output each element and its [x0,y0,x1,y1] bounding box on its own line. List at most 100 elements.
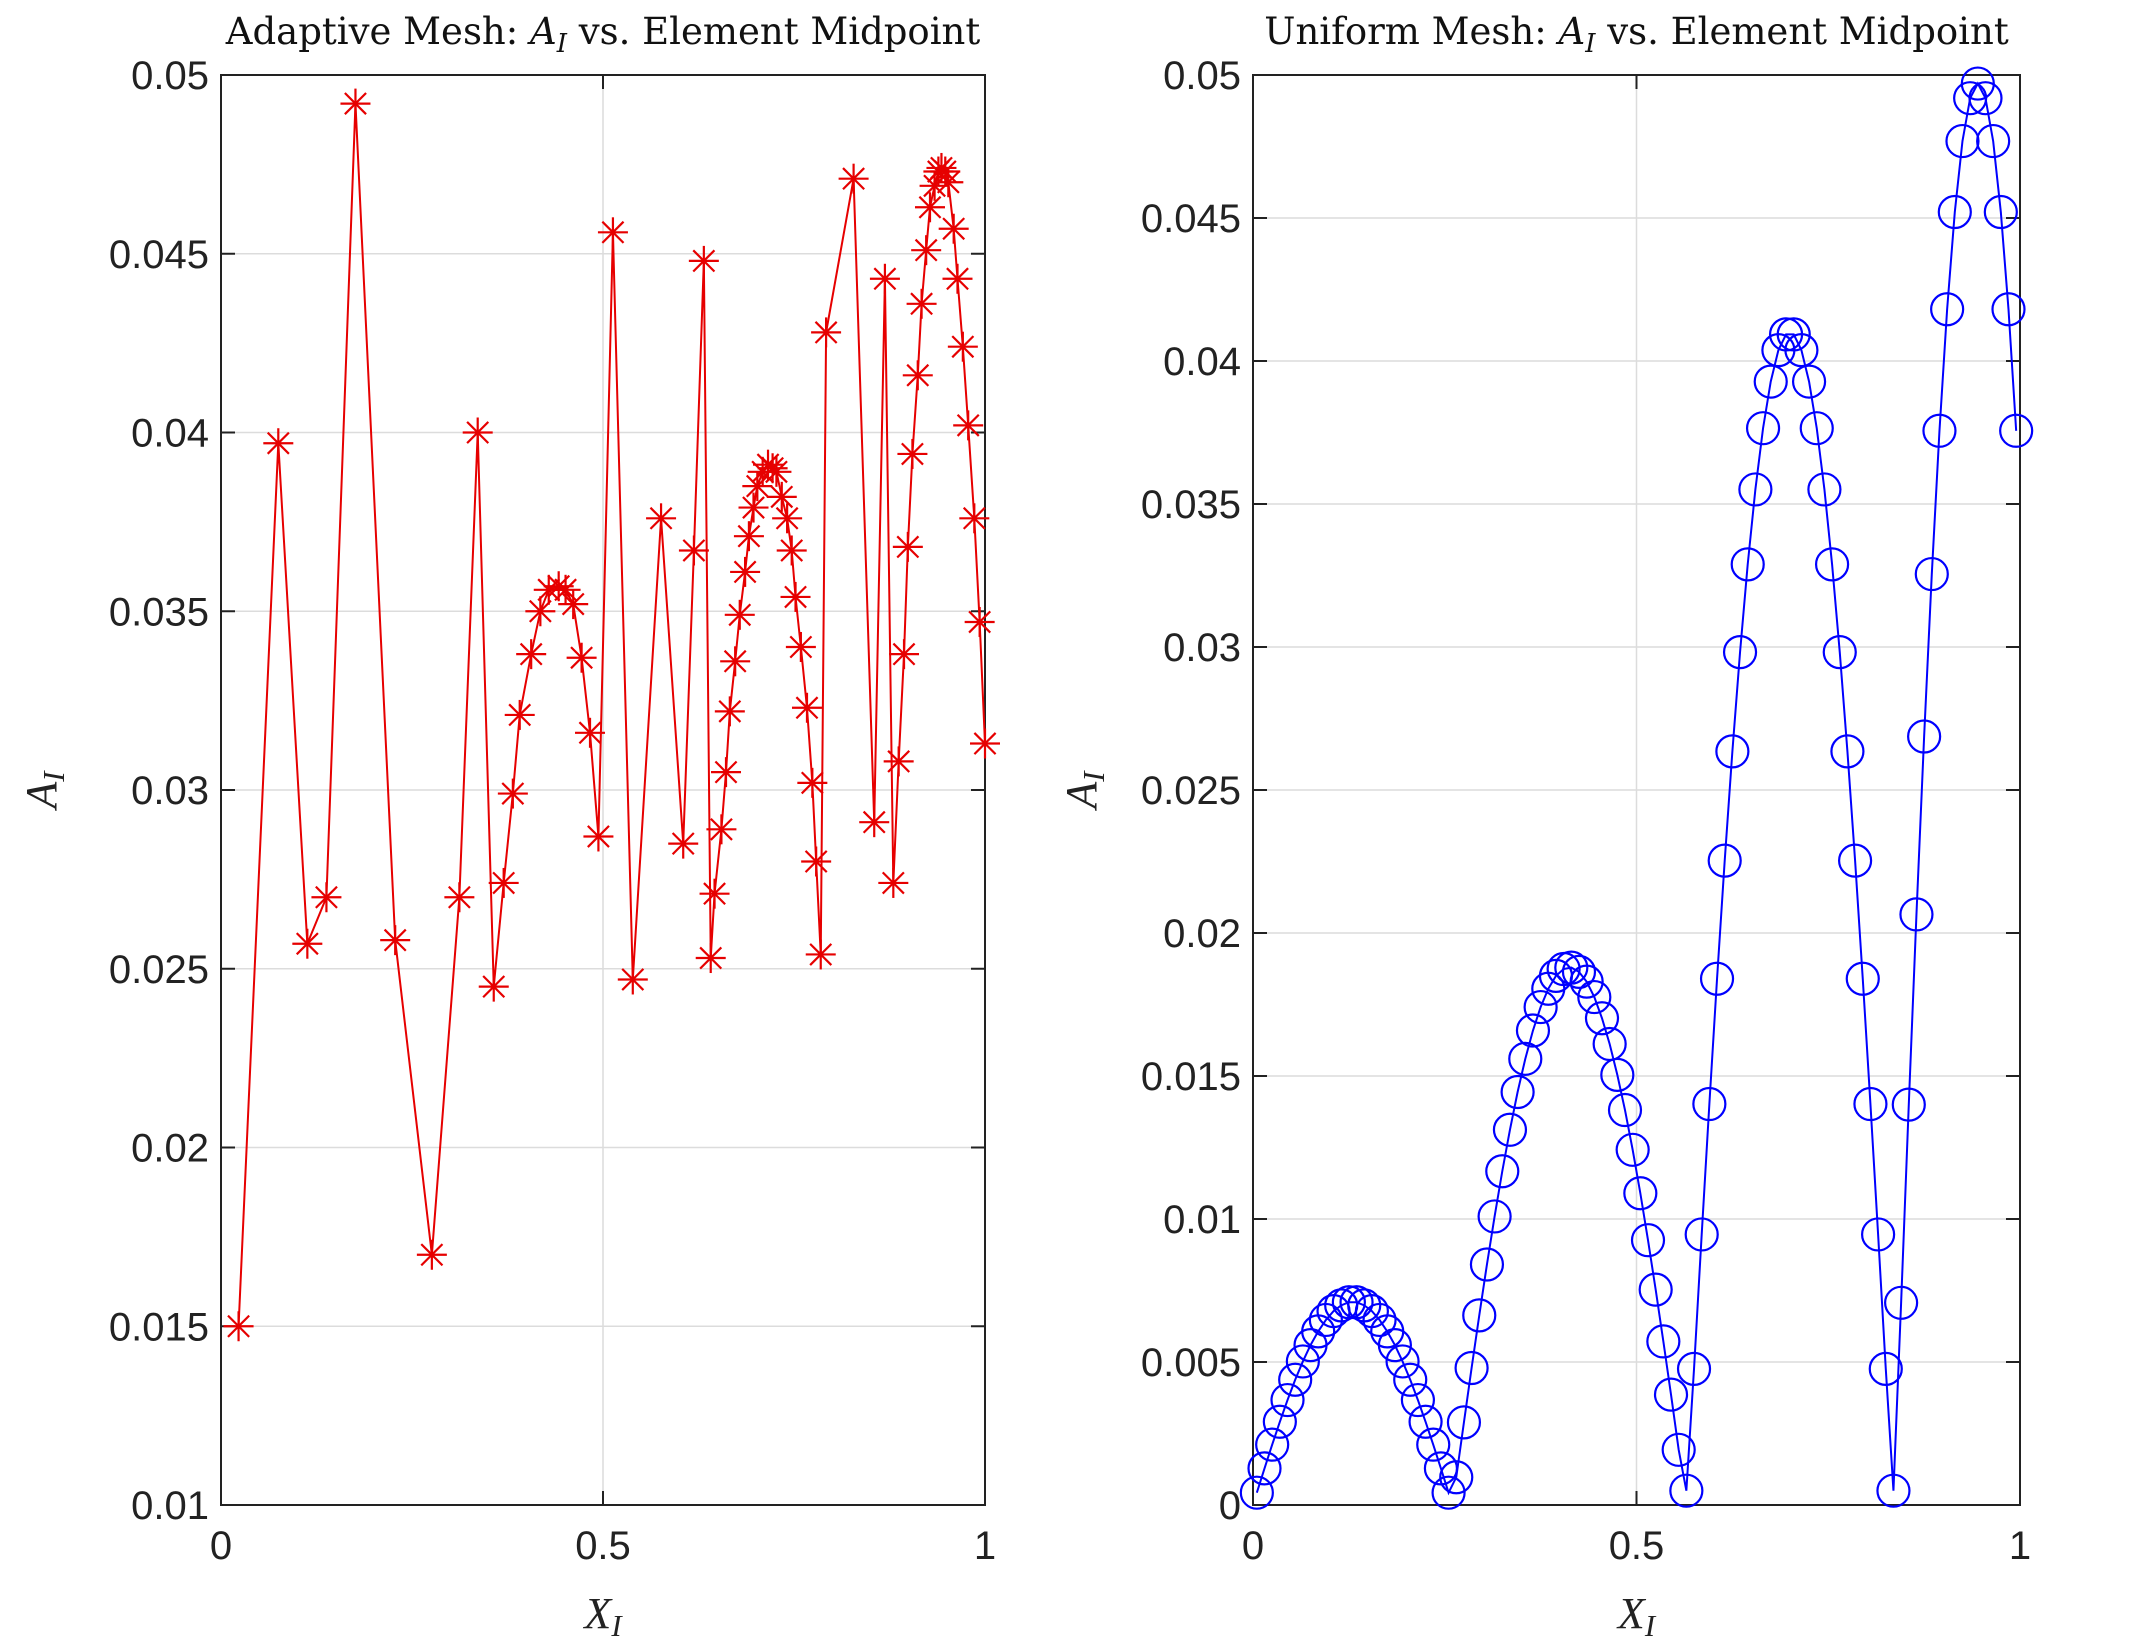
data-point-circle [1999,413,2034,448]
data-point-circle [1446,1405,1482,1440]
data-point-asterisk [780,581,811,612]
asterisk-stroke [737,524,761,548]
data-point-circle [1569,964,1604,999]
y-tick-label: 0.045 [109,233,209,277]
data-point-circle [1262,1404,1297,1439]
asterisk-stroke [814,321,838,344]
data-point-asterisk [902,360,933,391]
x-axis-label-subscript: I [1644,1609,1657,1641]
series-line [237,103,986,1327]
data-point-circle [1876,1473,1911,1508]
y-tick-label: 0.025 [1141,769,1241,813]
data-point-asterisk [695,943,726,974]
y-tick-label: 0.05 [131,54,209,98]
asterisk-stroke [914,238,938,262]
x-axis-label-symbol: X [582,1589,613,1638]
y-axis-label-subscript: I [1077,770,1111,783]
data-point-circle [1930,292,1965,327]
data-point-circle [1515,1013,1551,1048]
chart-title-subscript: I [556,29,568,59]
y-tick-label: 0.03 [131,769,209,813]
asterisk-stroke [951,335,975,359]
data-point-circle [1638,1272,1673,1307]
asterisk-stroke [910,292,933,316]
y-tick-label: 0.01 [131,1484,209,1528]
asterisk-stroke [682,539,706,562]
asterisk-stroke [881,871,905,895]
asterisk-stroke [482,975,506,999]
data-point-asterisk [914,192,945,223]
data-point-asterisk [525,596,556,627]
data-point-circle [1630,1223,1666,1258]
asterisk-stroke [789,635,813,659]
data-point-circle [1561,954,1597,989]
data-point-asterisk [805,939,836,970]
axes-box [220,74,986,1506]
data-point-circle [1623,1176,1658,1211]
data-point-circle [1331,1285,1366,1320]
data-point-circle [1577,979,1612,1015]
asterisk-stroke [344,92,367,115]
data-point-asterisk [797,767,828,798]
y-tick-label: 0.005 [1141,1341,1241,1385]
data-point-circle [1500,1074,1535,1110]
y-tick-label: 0.015 [1141,1055,1241,1099]
chart-title: Uniform Mesh: AI vs. Element Midpoint [1264,10,2009,59]
data-point-circle [1385,1344,1420,1379]
asterisk-stroke [896,535,920,559]
y-tick-label: 0.03 [1163,626,1241,670]
data-point-circle [1692,1086,1727,1122]
data-point-asterisk [583,821,614,852]
data-point-circle [1914,556,1949,592]
data-point-asterisk [462,417,493,448]
y-tick-label: 0.04 [1163,340,1241,384]
asterisk-stroke [775,506,799,530]
y-axis-label: AI [1057,770,1111,812]
data-point-asterisk [263,428,294,459]
y-tick-label: 0.02 [1163,912,1241,956]
data-point-circle [1891,1087,1926,1122]
data-point-circle [1738,472,1773,507]
asterisk-stroke [295,932,319,956]
asterisk-stroke [906,363,930,387]
data-point-circle [1362,1302,1397,1338]
asterisk-stroke [671,832,695,856]
data-point-circle [1669,1473,1704,1508]
data-point-circle [1393,1362,1428,1397]
data-point-asterisk [478,971,509,1002]
asterisk-stroke [420,1243,444,1267]
data-point-circle [1285,1344,1320,1379]
data-point-circle [1462,1298,1497,1333]
x-axis-label-subscript: I [610,1609,623,1641]
data-point-circle [1753,364,1788,399]
x-tick-label: 1 [2009,1524,2031,1568]
data-point-circle [1653,1377,1689,1412]
asterisk-stroke [800,771,824,795]
data-point-asterisk [970,728,1000,759]
data-point-circle [1983,194,2018,230]
data-point-asterisk [811,317,842,348]
data-point-asterisk [516,639,547,670]
data-point-circle [1684,1217,1719,1252]
asterisk-stroke [570,646,593,670]
asterisk-stroke [901,442,924,466]
chart-title-subscript: I [1584,29,1596,59]
data-point-asterisk [340,88,371,119]
asterisk-stroke [466,421,490,444]
chart-title-symbol: A [1555,10,1585,53]
data-point-circle [1400,1382,1436,1418]
asterisk-stroke [956,413,980,437]
data-point-circle [1508,1041,1543,1076]
data-point-circle [1377,1328,1412,1363]
asterisk-stroke [710,817,733,841]
data-point-asterisk [911,235,942,266]
y-axis-label-symbol: A [1057,781,1106,812]
asterisk-stroke [887,750,911,773]
x-axis-label-symbol: X [1616,1589,1647,1638]
data-point-asterisk [947,331,978,362]
asterisk-stroke [621,968,645,991]
x-tick-label: 0 [210,1524,232,1568]
data-point-circle [1439,1460,1474,1495]
asterisk-stroke [723,649,747,673]
